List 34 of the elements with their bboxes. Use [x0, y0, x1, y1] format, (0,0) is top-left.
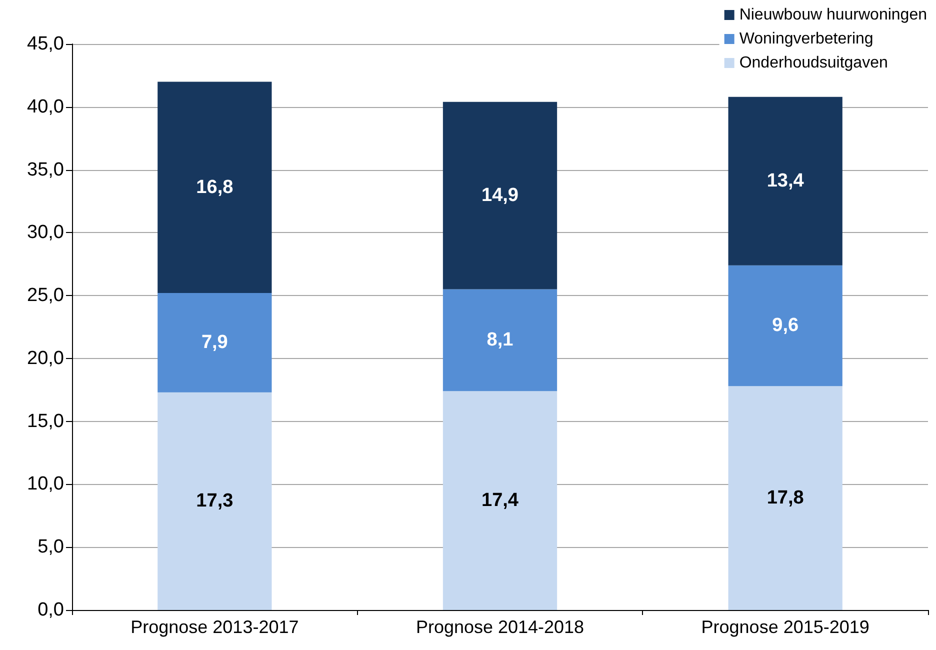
bar — [158, 293, 272, 392]
bar — [728, 386, 842, 610]
bar — [158, 392, 272, 610]
bar — [442, 289, 558, 392]
data-label: 7,9 — [201, 332, 228, 354]
y-tick-label: 30,0 — [27, 222, 64, 244]
y-tick-label: 40,0 — [27, 96, 64, 118]
y-tick-label: 20,0 — [27, 348, 64, 369]
bar — [728, 265, 842, 386]
legend-label: Woningverbetering — [739, 30, 874, 48]
data-label: 16,8 — [196, 176, 234, 198]
bar — [158, 82, 272, 294]
data-label: 17,4 — [482, 490, 519, 512]
bar — [442, 391, 558, 610]
legend-label: Onderhoudsuitgaven — [739, 54, 888, 72]
legend-label: Nieuwbouw huurwoningen — [739, 6, 928, 24]
data-label: 8,1 — [486, 330, 514, 351]
y-tick-label: 10,0 — [27, 474, 64, 495]
data-label: 17,8 — [766, 488, 804, 509]
x-tick-label: Prognose 2014-2018 — [416, 617, 584, 637]
y-tick-label: 35,0 — [27, 159, 64, 180]
y-tick-label: 45,0 — [27, 34, 64, 54]
y-tick-label: 5,0 — [38, 536, 64, 558]
x-tick-label: Prognose 2015-2019 — [701, 617, 870, 637]
data-label: 9,6 — [772, 315, 799, 336]
y-tick-label: 0,0 — [38, 600, 64, 620]
y-tick-label: 25,0 — [27, 285, 64, 306]
data-label: 13,4 — [766, 170, 804, 192]
bar — [728, 96, 842, 266]
bar — [442, 102, 558, 290]
data-label: 17,3 — [196, 490, 234, 512]
x-tick-label: Prognose 2013-2017 — [130, 617, 299, 637]
y-tick-label: 15,0 — [27, 410, 64, 432]
data-label: 14,9 — [482, 185, 518, 206]
